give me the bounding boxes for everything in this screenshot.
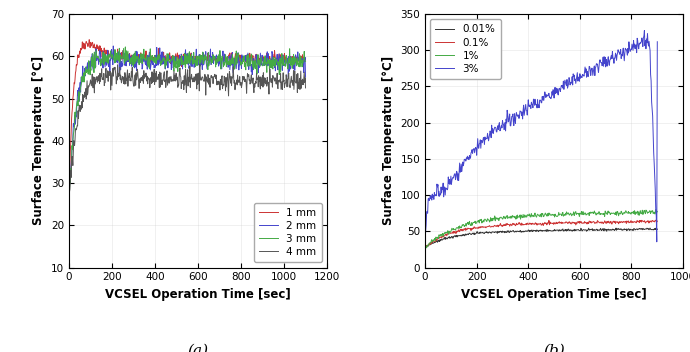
1% — [455, 226, 463, 231]
Line: 1%: 1% — [425, 209, 658, 249]
1 mm — [228, 58, 237, 63]
Text: (b): (b) — [543, 344, 565, 352]
3 mm — [66, 191, 74, 195]
0.01% — [517, 230, 525, 234]
X-axis label: VCSEL Operation Time [sec]: VCSEL Operation Time [sec] — [105, 288, 291, 301]
3% — [547, 95, 555, 99]
2 mm — [109, 44, 117, 48]
3% — [653, 39, 662, 44]
2 mm — [228, 50, 237, 55]
Line: 0.1%: 0.1% — [425, 220, 658, 247]
1% — [547, 213, 555, 217]
Legend: 1 mm, 2 mm, 3 mm, 4 mm: 1 mm, 2 mm, 3 mm, 4 mm — [254, 202, 322, 262]
1% — [578, 212, 586, 216]
Text: (a): (a) — [188, 344, 208, 352]
4 mm — [157, 71, 165, 76]
1% — [517, 213, 525, 217]
3% — [517, 109, 525, 114]
Line: 2 mm: 2 mm — [69, 46, 306, 201]
0.01% — [578, 229, 586, 233]
3% — [578, 75, 586, 80]
0.1% — [518, 221, 526, 225]
2 mm — [157, 62, 165, 67]
3% — [455, 169, 463, 173]
3% — [432, 193, 440, 197]
4 mm — [291, 79, 299, 83]
1% — [421, 246, 429, 251]
1% — [432, 235, 440, 239]
1 mm — [65, 196, 73, 201]
0.1% — [422, 245, 430, 250]
1 mm — [85, 38, 93, 42]
2 mm — [302, 75, 310, 79]
0.01% — [421, 246, 429, 250]
3 mm — [65, 189, 73, 193]
3 mm — [172, 55, 181, 59]
1% — [615, 211, 624, 215]
4 mm — [72, 126, 80, 131]
Line: 1 mm: 1 mm — [69, 40, 306, 199]
1% — [653, 209, 662, 214]
0.1% — [548, 221, 556, 226]
0.01% — [547, 229, 555, 233]
4 mm — [302, 86, 310, 90]
2 mm — [65, 199, 73, 203]
X-axis label: VCSEL Operation Time [sec]: VCSEL Operation Time [sec] — [461, 288, 647, 301]
0.1% — [455, 230, 464, 234]
0.01% — [432, 239, 440, 243]
0.1% — [433, 239, 441, 243]
Line: 4 mm: 4 mm — [69, 64, 306, 202]
4 mm — [195, 62, 204, 66]
1 mm — [172, 59, 181, 64]
3% — [640, 29, 649, 33]
0.01% — [455, 233, 463, 238]
1 mm — [302, 56, 310, 60]
3 mm — [302, 59, 310, 64]
4 mm — [172, 71, 180, 75]
4 mm — [170, 69, 178, 73]
3 mm — [72, 106, 81, 110]
3% — [615, 52, 624, 56]
0.1% — [651, 218, 660, 222]
Line: 3%: 3% — [425, 31, 658, 247]
3 mm — [228, 61, 237, 65]
1 mm — [291, 61, 299, 65]
0.1% — [616, 221, 624, 225]
3 mm — [157, 59, 166, 63]
3 mm — [291, 57, 299, 61]
2 mm — [170, 59, 179, 64]
0.01% — [616, 227, 624, 232]
0.01% — [612, 226, 620, 230]
2 mm — [72, 113, 80, 118]
0.1% — [578, 221, 586, 225]
3% — [421, 245, 429, 249]
4 mm — [65, 200, 73, 204]
1 mm — [157, 57, 165, 61]
3 mm — [121, 45, 130, 49]
2 mm — [291, 63, 299, 67]
1 mm — [72, 69, 80, 73]
1% — [651, 207, 660, 212]
Line: 0.01%: 0.01% — [425, 228, 658, 248]
Line: 3 mm: 3 mm — [69, 47, 306, 193]
0.1% — [653, 219, 662, 223]
0.01% — [653, 227, 662, 232]
Legend: 0.01%, 0.1%, 1%, 3%: 0.01%, 0.1%, 1%, 3% — [431, 19, 501, 79]
2 mm — [172, 62, 181, 66]
Y-axis label: Surface Temperature [°C]: Surface Temperature [°C] — [32, 56, 46, 225]
Y-axis label: Surface Temperature [°C]: Surface Temperature [°C] — [382, 56, 395, 225]
4 mm — [228, 76, 237, 80]
0.1% — [421, 245, 429, 249]
3 mm — [170, 64, 179, 68]
1 mm — [170, 57, 179, 61]
